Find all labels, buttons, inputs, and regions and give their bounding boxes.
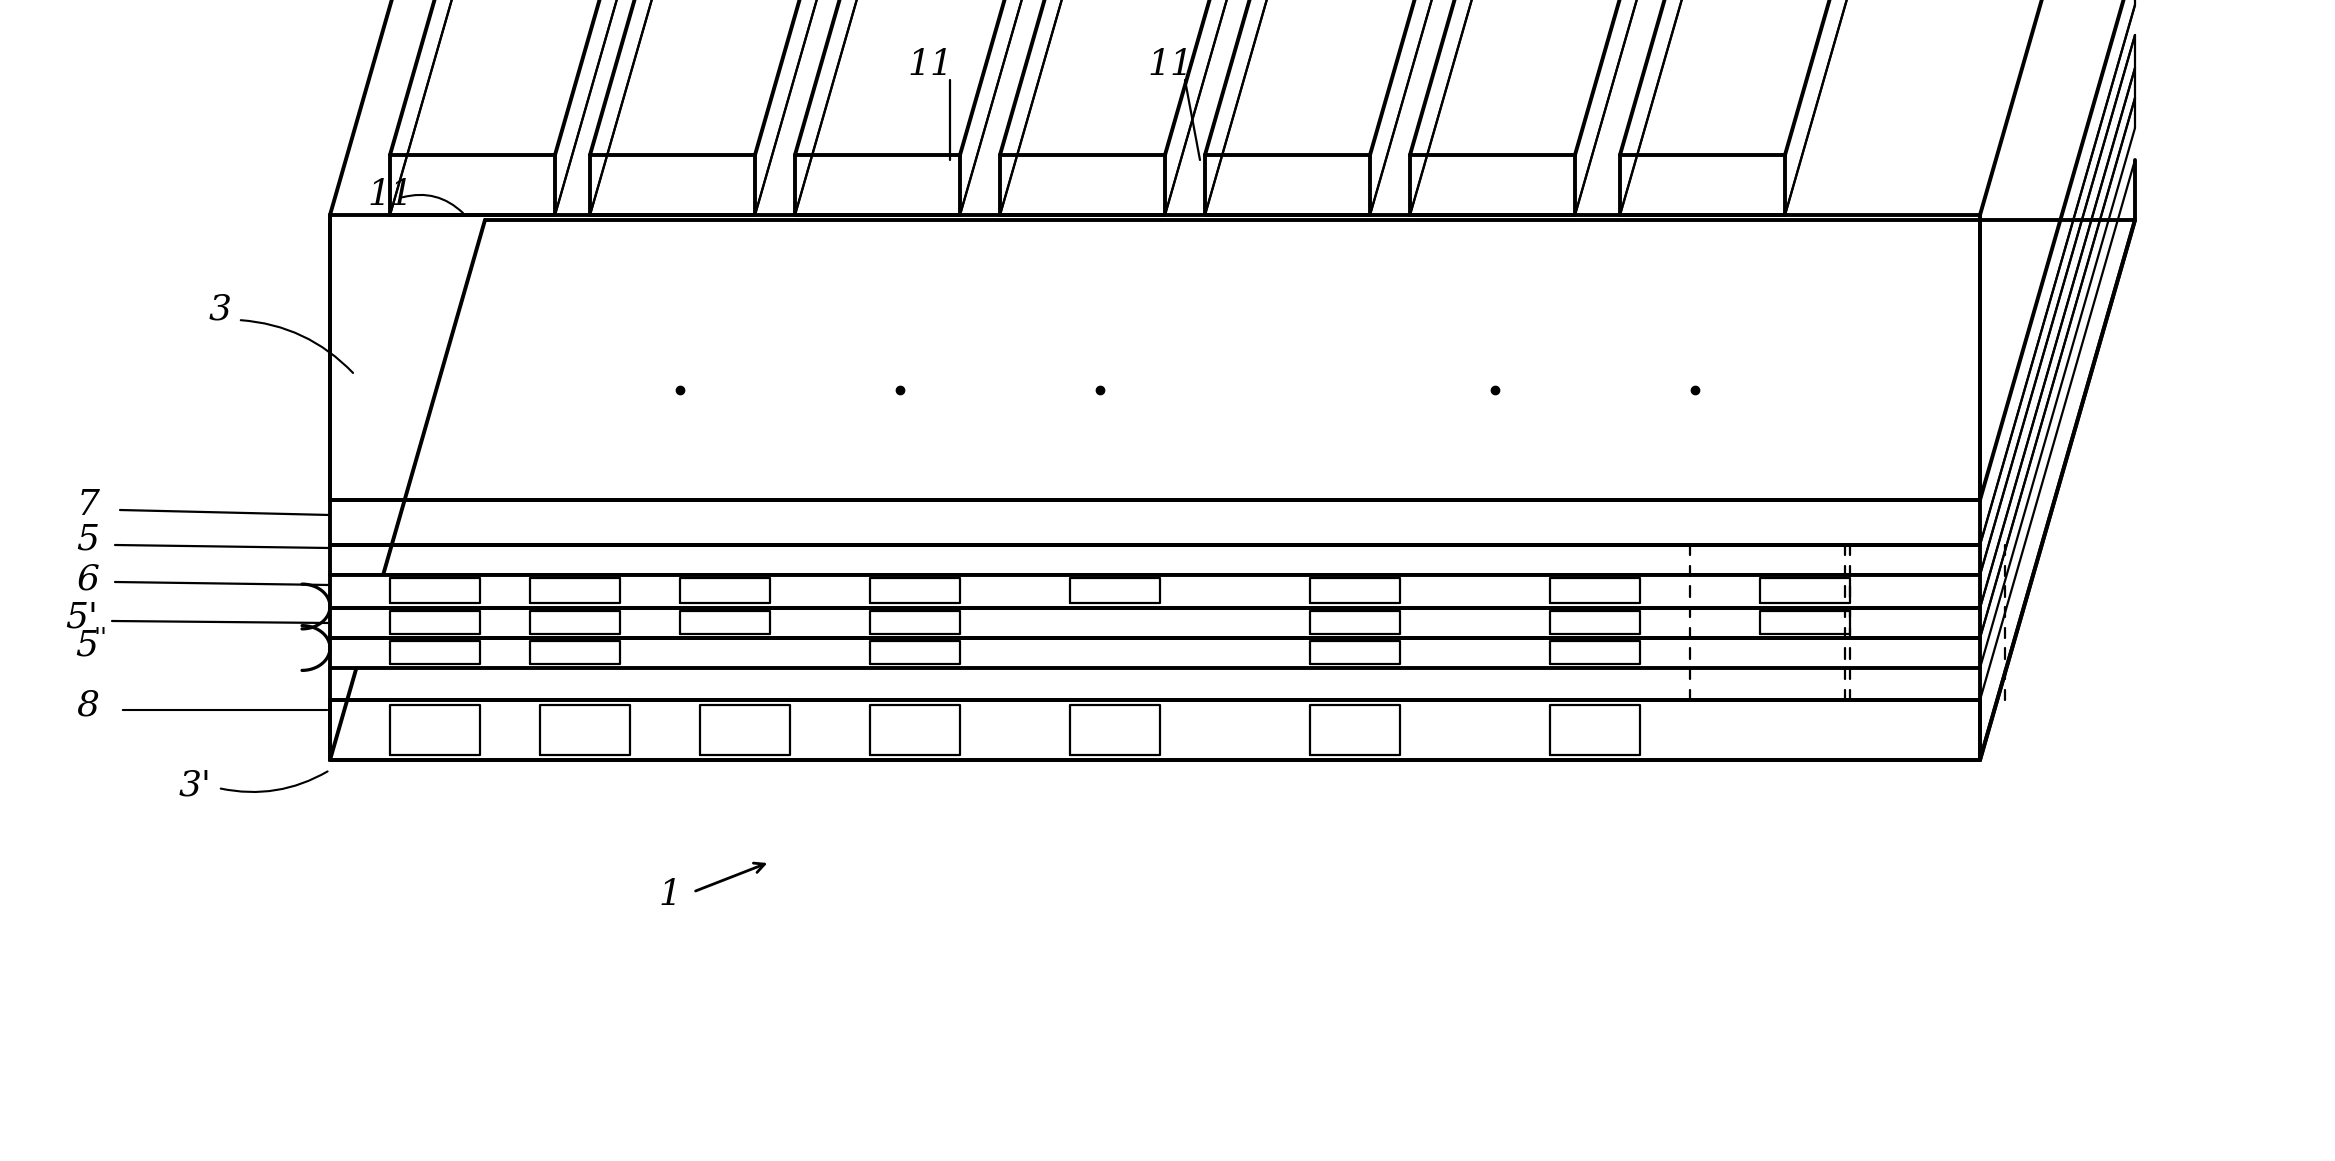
Polygon shape [329,0,2134,215]
Polygon shape [329,668,1980,700]
Text: 3': 3' [177,767,212,802]
Polygon shape [390,578,481,603]
Polygon shape [329,700,1980,760]
Polygon shape [591,156,754,215]
Polygon shape [390,641,481,663]
Polygon shape [539,705,630,755]
Polygon shape [329,500,1980,545]
Text: 6: 6 [77,563,100,597]
Polygon shape [999,156,1165,215]
Polygon shape [679,611,771,634]
Polygon shape [1550,641,1639,663]
Polygon shape [794,156,960,215]
Polygon shape [329,639,1980,668]
Polygon shape [390,156,556,215]
Text: 11: 11 [1146,48,1193,82]
Polygon shape [329,156,1980,760]
Polygon shape [1784,0,1940,215]
Polygon shape [871,578,960,603]
Text: '': '' [93,627,107,650]
Polygon shape [1980,0,2134,500]
Polygon shape [556,0,710,215]
Polygon shape [1205,0,1525,156]
Polygon shape [329,0,2134,156]
Polygon shape [530,578,621,603]
Polygon shape [1410,156,1576,215]
Text: 5: 5 [75,628,98,662]
Polygon shape [679,578,771,603]
Polygon shape [1310,705,1401,755]
Polygon shape [390,705,481,755]
Polygon shape [1410,0,1730,156]
Polygon shape [329,608,1980,639]
Text: 1: 1 [658,878,682,913]
Text: 5': 5' [65,601,98,635]
Polygon shape [754,0,911,215]
Text: 11: 11 [367,178,413,212]
Polygon shape [329,575,1980,608]
Polygon shape [1550,578,1639,603]
Polygon shape [1761,611,1849,634]
Polygon shape [1980,0,2134,760]
Polygon shape [591,0,911,156]
Polygon shape [1550,705,1639,755]
Polygon shape [1761,578,1849,603]
Polygon shape [700,705,789,755]
Text: 11: 11 [906,48,953,82]
Polygon shape [530,611,621,634]
Polygon shape [1205,156,1371,215]
Text: 3: 3 [208,293,231,327]
Text: 8: 8 [77,688,100,722]
Polygon shape [1069,578,1160,603]
Polygon shape [1620,156,1784,215]
Polygon shape [871,705,960,755]
Text: 5: 5 [77,522,100,557]
Polygon shape [794,0,1116,156]
Polygon shape [1069,705,1160,755]
Polygon shape [390,0,710,156]
Polygon shape [1310,641,1401,663]
Polygon shape [960,0,1116,215]
Text: 7: 7 [77,488,100,522]
Polygon shape [1550,611,1639,634]
Polygon shape [390,611,481,634]
Polygon shape [329,215,1980,500]
Polygon shape [871,641,960,663]
Polygon shape [1371,0,1525,215]
Polygon shape [1576,0,1730,215]
Polygon shape [1310,611,1401,634]
Polygon shape [1980,160,2134,760]
Polygon shape [1165,0,1319,215]
Polygon shape [530,641,621,663]
Polygon shape [999,0,1319,156]
Polygon shape [1310,578,1401,603]
Polygon shape [1620,0,1940,156]
Polygon shape [871,611,960,634]
